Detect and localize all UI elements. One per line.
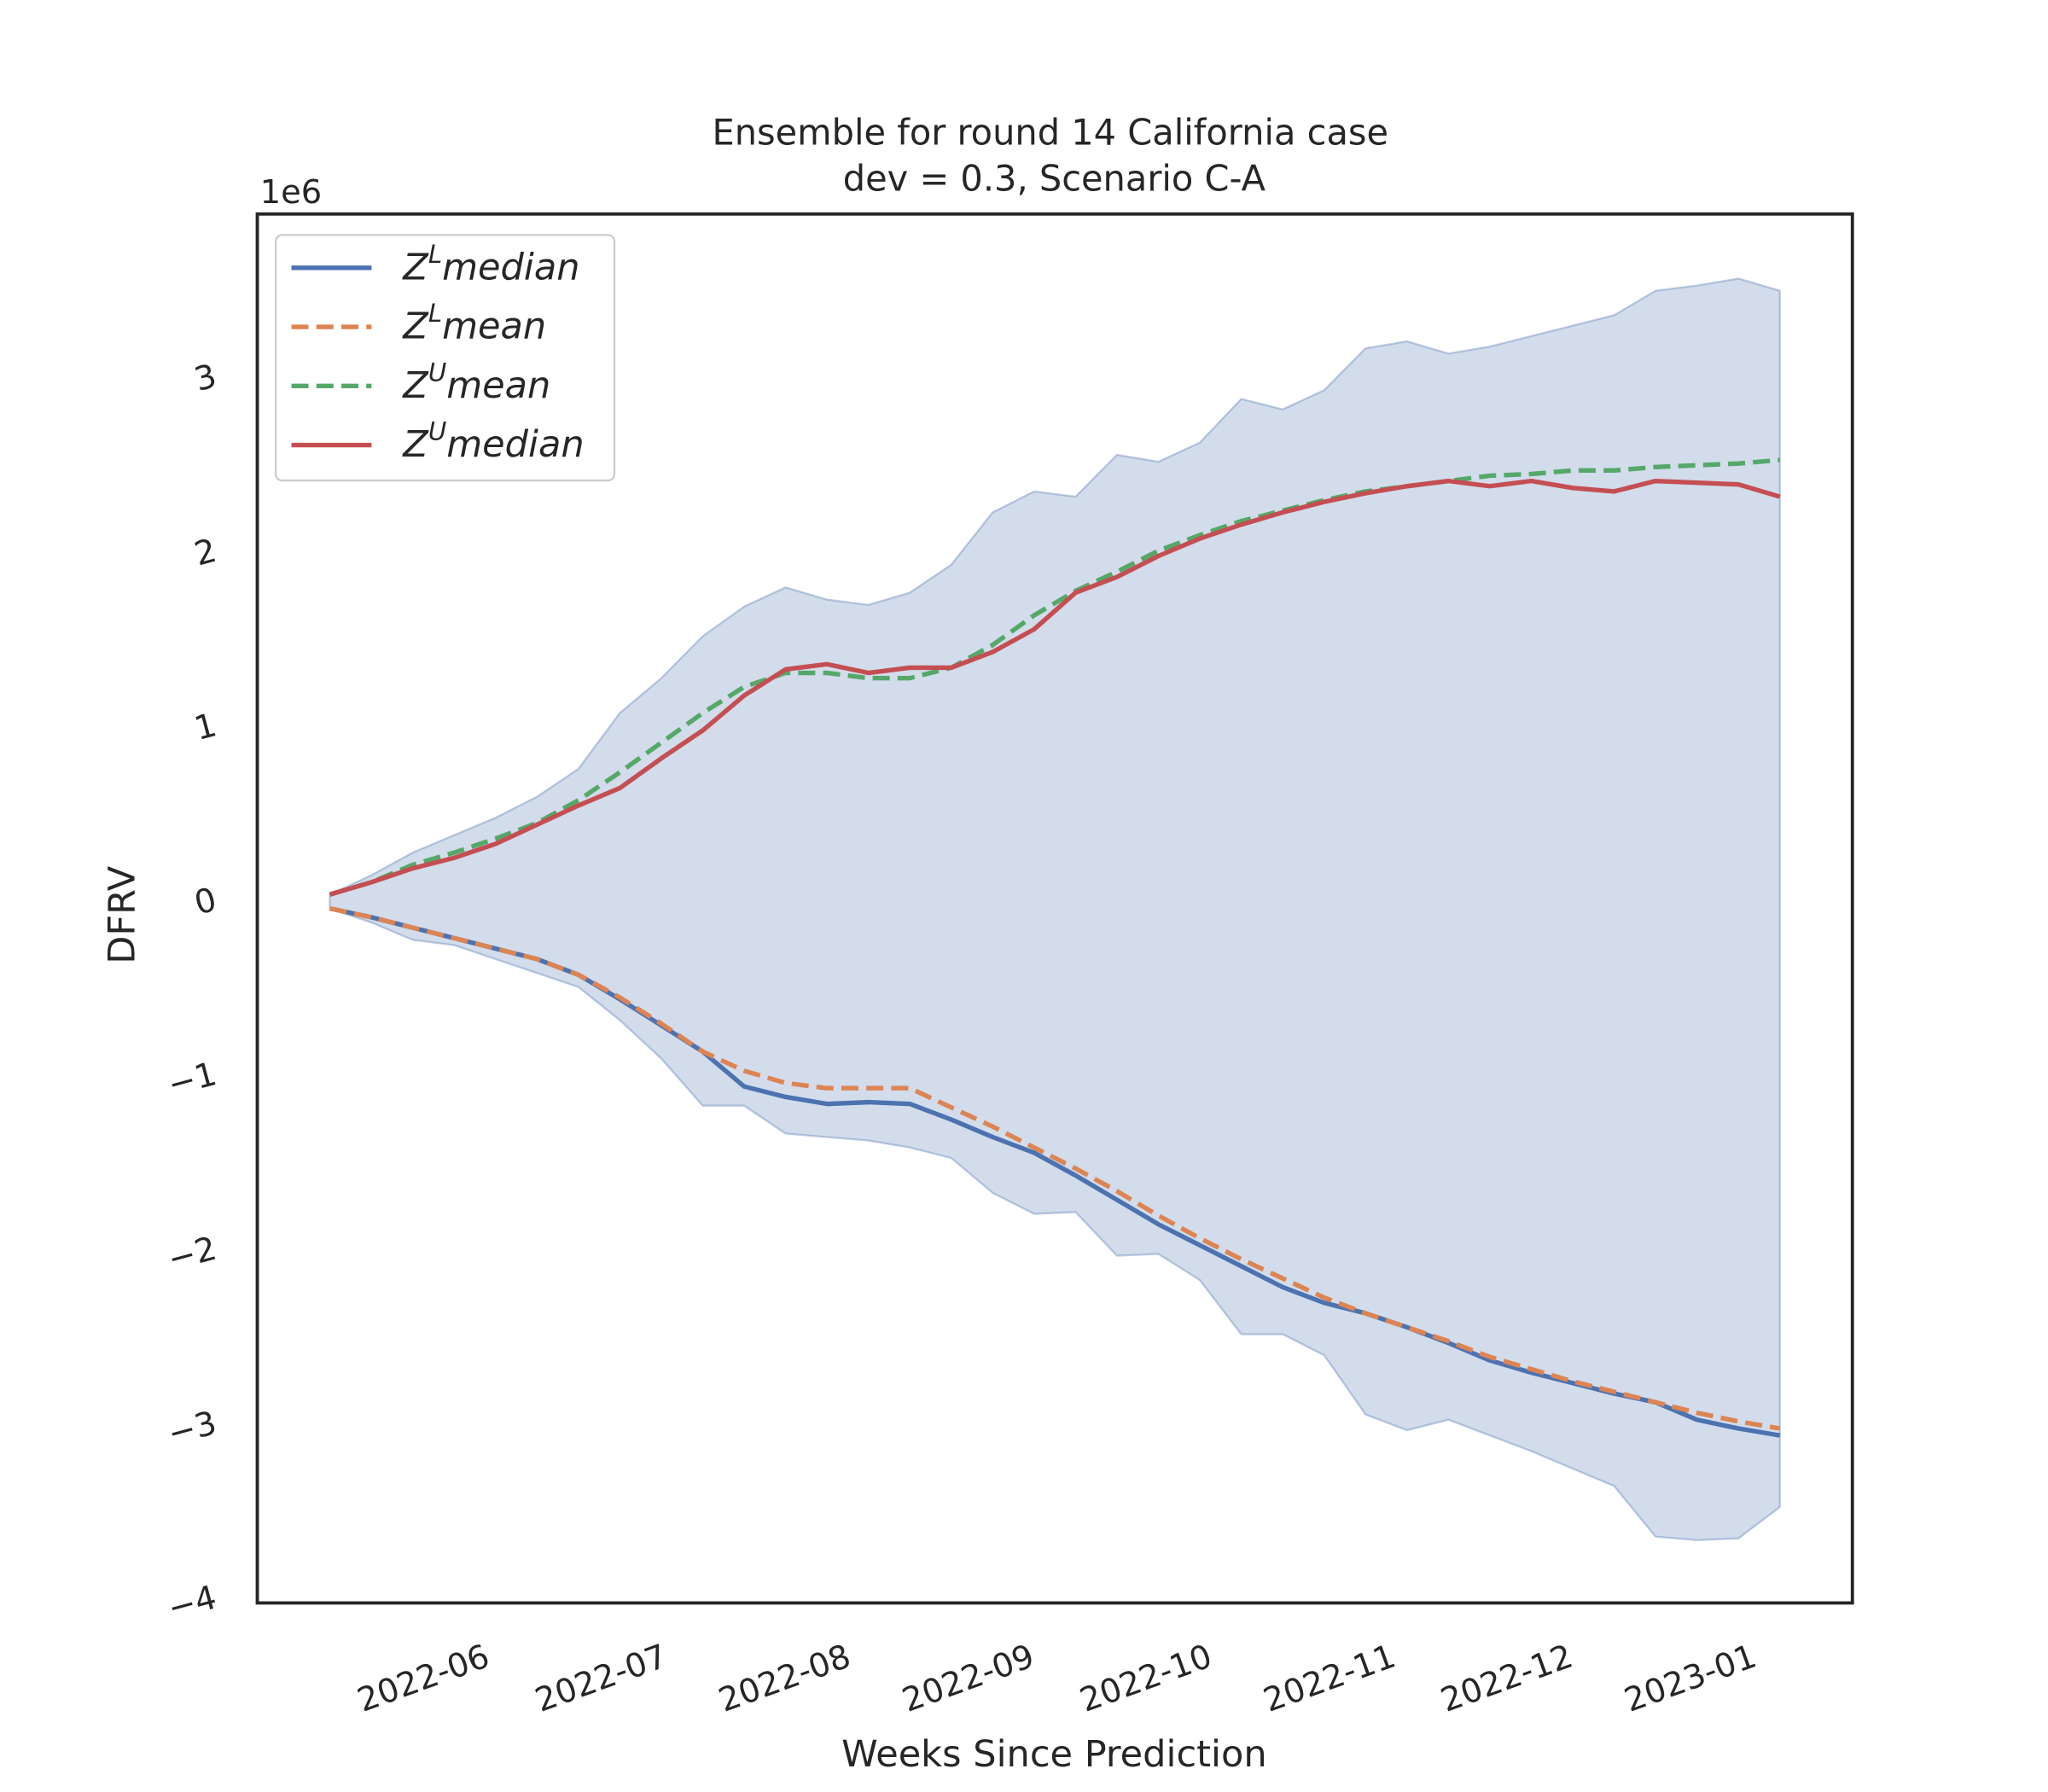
x-axis-label: Weeks Since Prediction (841, 1733, 1266, 1776)
x-tick-label: 2022-06 (352, 1638, 494, 1720)
legend-label-part: Z (402, 364, 429, 406)
legend-label-part: U (428, 358, 446, 387)
y-tick-label: −4 (164, 1579, 220, 1628)
legend-label: ZLmedian (402, 240, 579, 288)
legend-label-part: Z (402, 423, 429, 466)
chart-subtitle: dev = 0.3, Scenario C-A (843, 157, 1266, 199)
chart-title: Ensemble for round 14 California case (712, 111, 1388, 153)
x-tick-label: 2023-01 (1620, 1638, 1761, 1720)
legend-label-part: Z (402, 246, 429, 288)
x-tick-label: 2022-08 (713, 1638, 855, 1720)
x-tick-label: 2022-09 (898, 1638, 1039, 1720)
x-tick-label: 2022-12 (1436, 1638, 1578, 1720)
series-line (329, 478, 1781, 897)
legend-label-part: median (442, 246, 579, 288)
legend-label-part: U (428, 417, 446, 446)
legend-label-part: L (428, 299, 442, 328)
plot-frame (255, 212, 1854, 1605)
series-line (329, 905, 1781, 1431)
legend-label: ZUmean (402, 358, 550, 406)
y-tick-label: 0 (190, 881, 220, 923)
x-tick-label: 2022-07 (530, 1638, 672, 1720)
legend-label-part: mean (446, 364, 550, 406)
y-tick-label: 1 (190, 706, 220, 748)
x-tick-label: 2022-11 (1259, 1638, 1400, 1720)
series-line (329, 457, 1781, 897)
legend-label-part: median (446, 423, 584, 466)
y-offset-label: 1e6 (260, 173, 323, 212)
y-tick-label: 2 (190, 532, 220, 574)
legend-label: ZUmedian (402, 417, 584, 466)
legend-label-part: L (428, 240, 442, 269)
y-tick-label: −2 (164, 1230, 220, 1279)
x-tick-label: 2022-10 (1075, 1638, 1217, 1720)
confidence-band (329, 277, 1781, 1542)
y-tick-label: 3 (190, 357, 220, 399)
y-tick-label: −3 (164, 1404, 220, 1453)
legend-label-part: Z (402, 305, 429, 347)
legend-label-part: mean (442, 305, 546, 347)
legend-box (274, 234, 616, 482)
y-tick-label: −1 (164, 1055, 220, 1104)
legend-label: ZLmean (402, 299, 546, 347)
y-axis-label: DFRV (102, 865, 144, 963)
